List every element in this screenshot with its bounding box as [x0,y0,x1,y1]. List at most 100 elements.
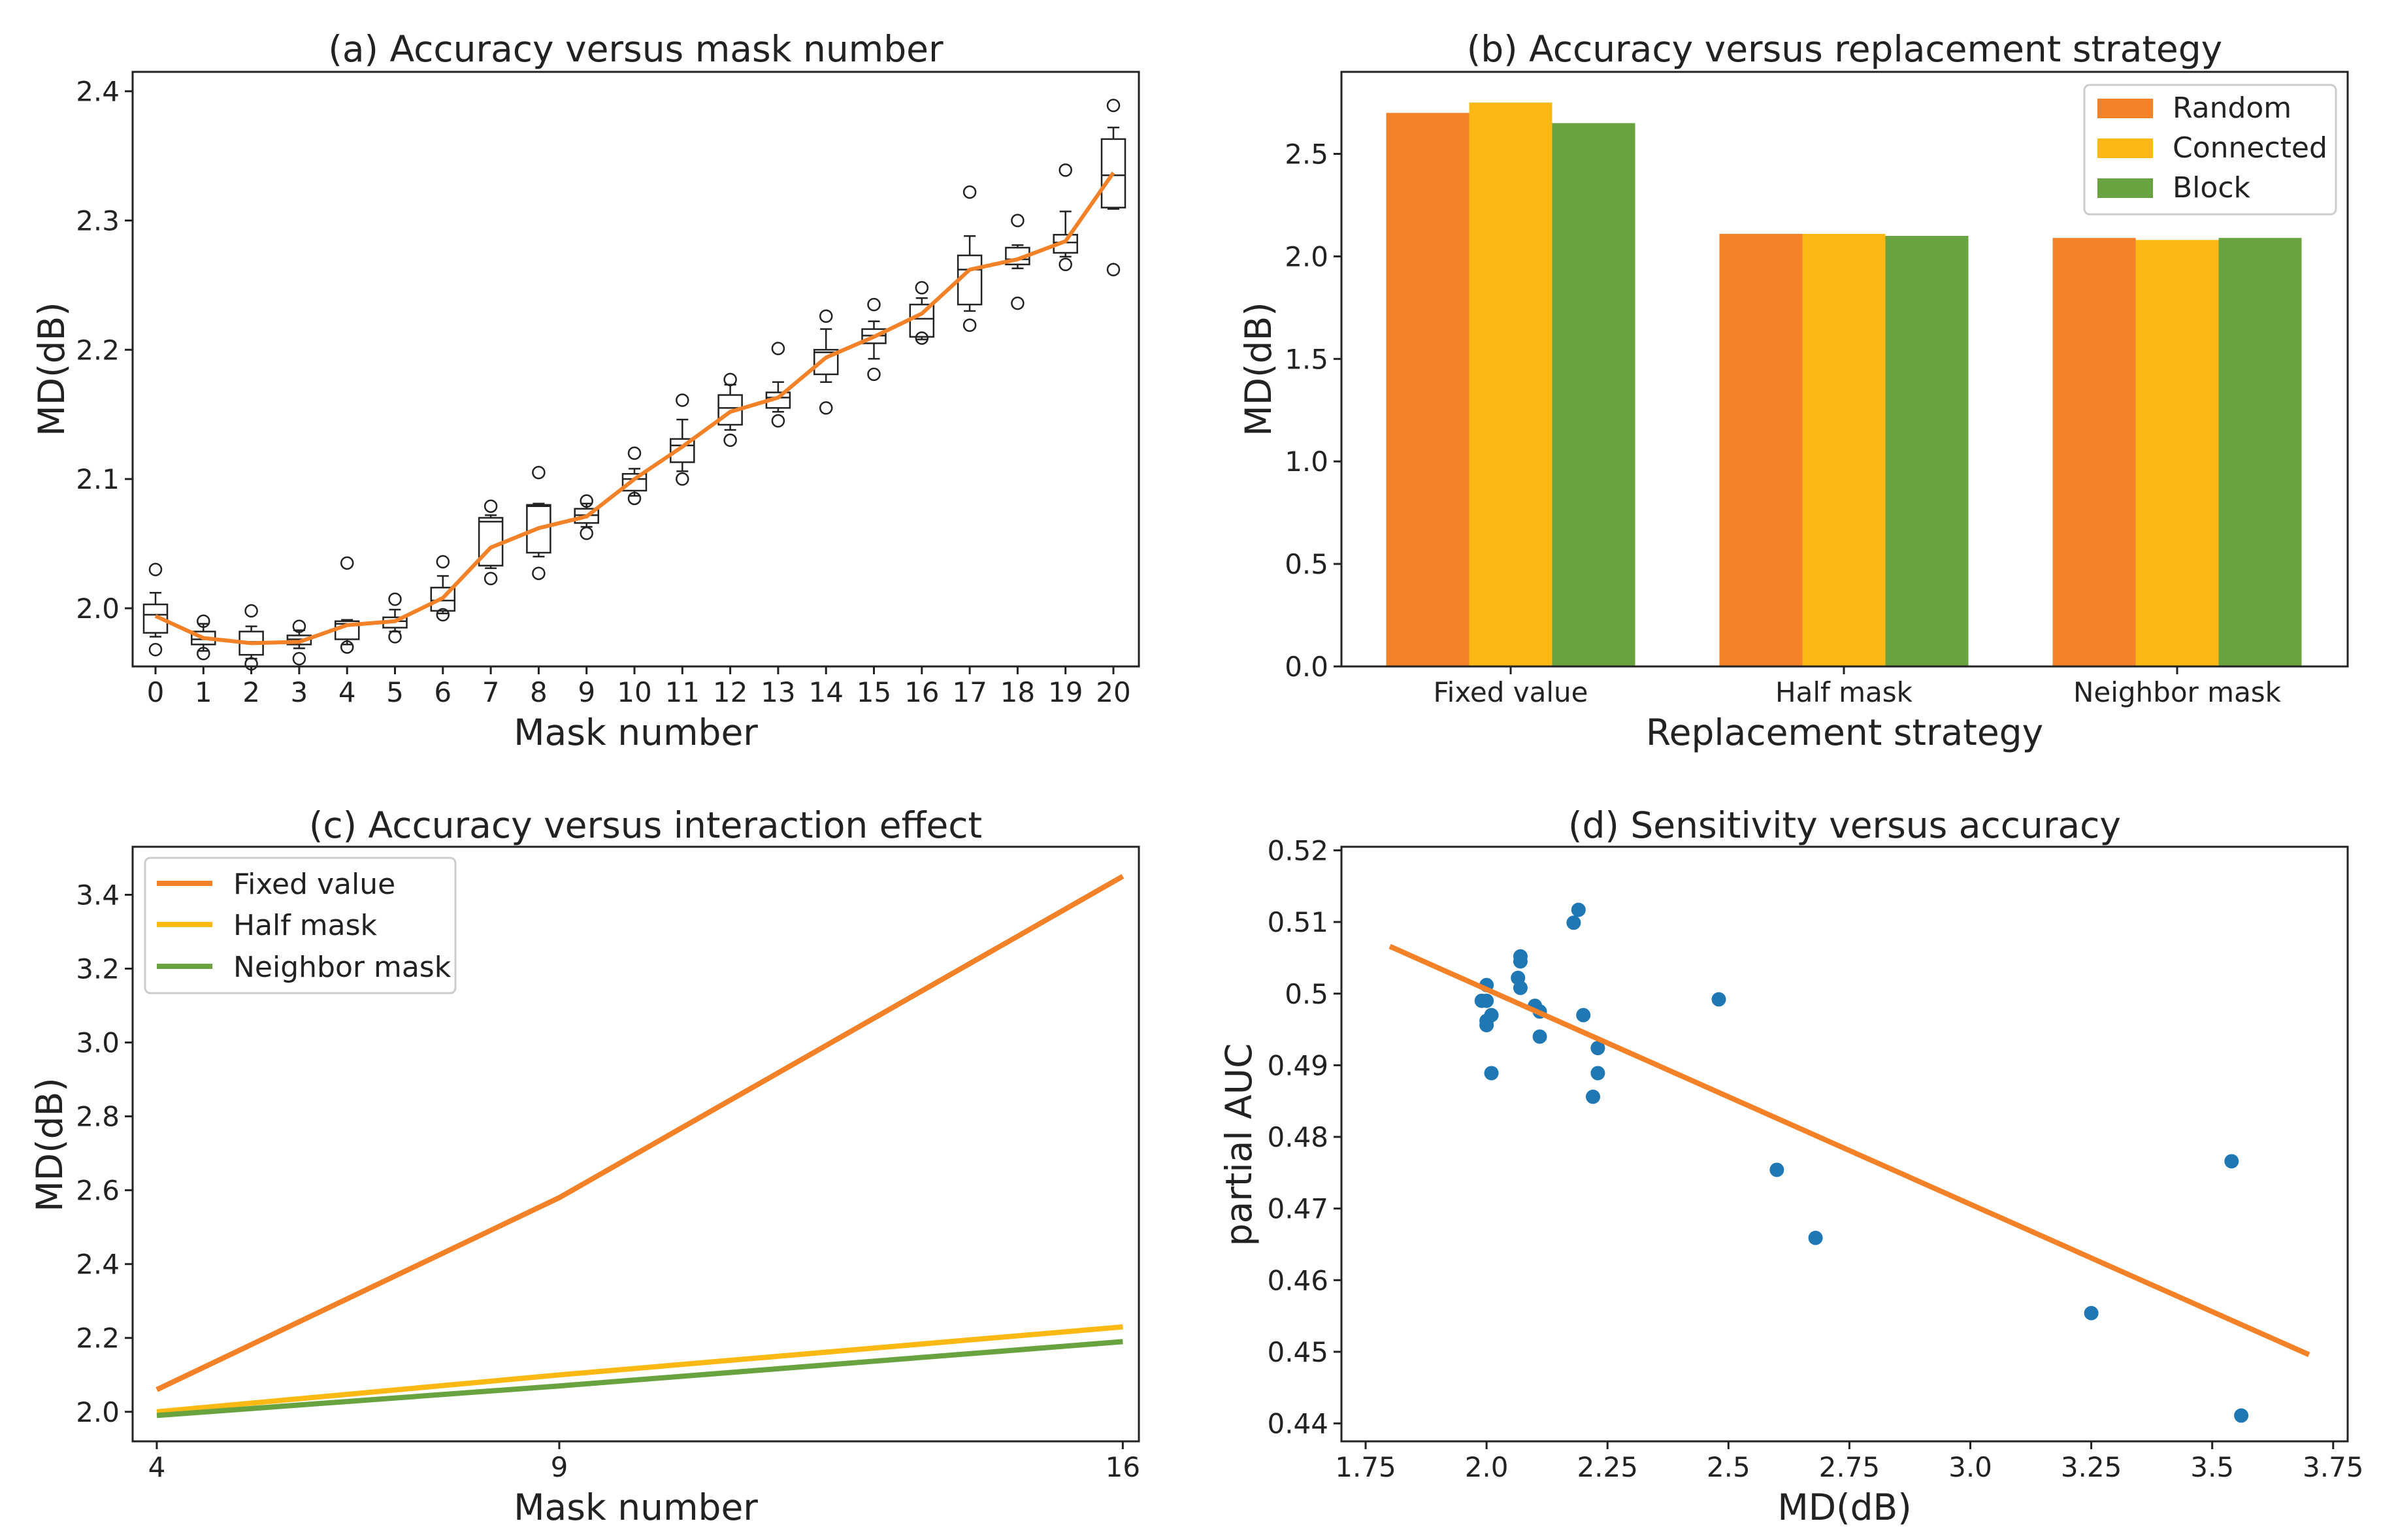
series-line-half-mask [156,1324,1123,1415]
panel-d-xtick-label: 3.75 [2303,1451,2364,1483]
legend-label-connected: Connected [2173,131,2327,165]
legend-swatch-connected [2097,139,2153,158]
panel-d-ytick-label: 0.48 [1267,1121,1328,1153]
box-outlier [962,318,977,332]
panel-d-xtick-label: 1.75 [1335,1451,1396,1483]
panel-a-xtick-label: 4 [338,676,356,708]
box-outlier [292,651,306,666]
panel-a-xtick-label: 14 [808,676,843,708]
series-line-fixed-value [156,874,1125,1392]
box-outlier [484,499,498,513]
panel-a-xtick-label: 10 [617,676,651,708]
scatter-point [1484,1066,1499,1081]
panel-b-plot: 0.0 0.5 1.0 1.5 2.0 2.5 Fixed value Half mask Ne… [1285,103,2302,708]
panel-b-ylabel: MD(dB) [1238,302,1279,436]
box-outlier [580,526,593,540]
box-outlier [580,494,593,508]
box-body [670,438,695,463]
panel-d-xtick-label: 3.0 [1948,1451,1992,1483]
panel-b-xtick-label: Fixed value [1434,676,1588,708]
panel-d-xtick-label: 2.25 [1577,1451,1638,1483]
box-outlier [340,640,354,654]
box-outlier [676,472,689,486]
scatter-point [1586,1089,1600,1104]
panel-d-ytick-label: 0.49 [1267,1049,1328,1081]
fit-line [1388,943,2310,1357]
panel-b-title: (b) Accuracy versus replacement strategy [1467,28,2222,70]
scatter-point [1590,1041,1605,1056]
box-body [813,349,839,376]
panel-d-xtick-label: 2.5 [1707,1451,1750,1483]
panel-a-xtick-label: 17 [952,676,987,708]
panel-a-ytick-label: 2.1 [76,463,120,495]
box-outlier [1059,163,1072,177]
panel-a-ytick-label: 2.0 [76,593,120,625]
scatter-point [2084,1305,2099,1320]
bar-random [1719,233,1803,666]
panel-b-legend: Random Connected Block [2083,84,2337,216]
box-outlier [532,566,546,580]
panel-c: (c) Accuracy versus interaction effect 2… [29,804,1140,1528]
box-outlier [771,414,785,428]
bar-block [1552,123,1635,667]
scatter-point [1484,1008,1499,1023]
panel-a-plot: 2.02.12.22.32.40 1 2 3 4 5 6 7 8 9 10 11 12 13 14 15 16 1… [76,76,1131,708]
box-body [1100,138,1126,208]
panel-c-legend: Fixed value Half mask Neighbor mask [144,857,457,994]
mean-line [154,171,1115,646]
scatter-point [1769,1162,1784,1177]
panel-a-xtick-label: 5 [386,676,404,708]
legend-label-block: Block [2173,171,2251,205]
panel-d-ytick-label: 0.51 [1267,906,1328,938]
scatter-point [1532,1029,1547,1044]
legend-label-random: Random [2173,91,2291,125]
legend-swatch-block [2097,178,2153,198]
series-line-neighbor-mask [156,1339,1123,1418]
scatter-point [2224,1154,2239,1169]
legend-label-fixed-value: Fixed value [233,868,395,901]
panel-b-frame [1340,71,2349,668]
bar-connected [1802,233,1886,666]
box-body [142,603,169,634]
panel-a-xtick-label: 2 [242,676,260,708]
box-outlier [484,572,498,585]
panel-c-ytick-label: 2.2 [76,1322,120,1354]
panel-a-xtick-label: 18 [1000,676,1035,708]
panel-c-xtick-label: 16 [1106,1451,1140,1483]
scatter-point [1479,993,1494,1008]
panel-d-ytick-label: 0.47 [1267,1193,1328,1225]
scatter-point [1571,902,1586,917]
box-outlier [771,342,785,355]
panel-c-frame [131,845,1140,1443]
scatter-point [1566,915,1581,930]
box-outlier [819,401,833,415]
box-outlier [867,297,881,312]
panel-b-ytick-label: 0.0 [1285,651,1328,683]
panel-a-xtick-label: 15 [857,676,891,708]
panel-d-xtick-label: 2.75 [1819,1451,1880,1483]
box-outlier [197,614,210,629]
box-outlier [244,657,258,671]
box-outlier [915,331,929,345]
bar-random [2052,238,2136,666]
panel-d-ytick-label: 0.45 [1267,1336,1328,1368]
box-outlier [627,446,642,460]
box-outlier [676,393,689,407]
scatter-point [1513,980,1528,995]
panel-c-legend-box [144,857,457,994]
panel-a-ylabel: MD(dB) [31,302,73,436]
panel-d: (d) Sensitivity versus accuracy 0.44 0.45… [1218,804,2364,1528]
panel-c-ytick-label: 2.0 [76,1396,120,1428]
box-outlier [197,646,210,661]
scatter-point [1590,1066,1605,1081]
panel-a-frame [131,71,1140,668]
panel-d-xlabel: MD(dB) [1777,1486,1911,1528]
panel-a-xtick-label: 1 [195,676,212,708]
panel-d-ytick-label: 0.52 [1267,834,1328,866]
panel-c-ylabel: MD(dB) [29,1077,71,1211]
box-outlier [532,466,546,480]
panel-a-xlabel: Mask number [514,712,758,753]
panel-b-ytick-label: 2.0 [1285,240,1328,272]
panel-a-xtick-label: 13 [761,676,795,708]
panel-b-ytick-label: 1.0 [1285,446,1328,478]
